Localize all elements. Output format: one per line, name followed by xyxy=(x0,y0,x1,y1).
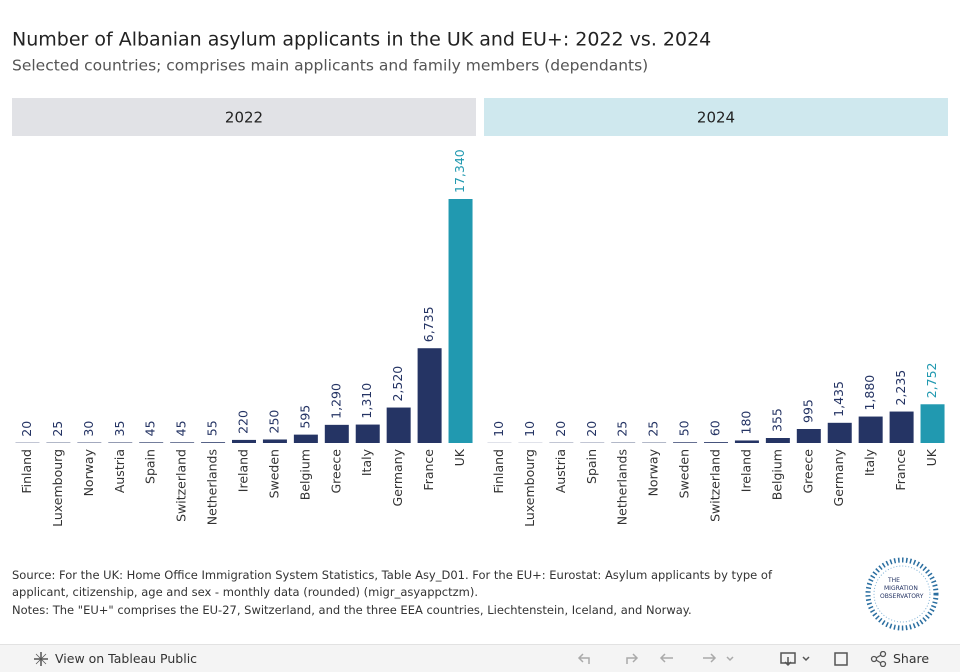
logo-text: OBSERVATORY xyxy=(880,593,924,600)
value-label: 355 xyxy=(769,408,784,432)
source: Source: For the UK: Home Office Immigrat… xyxy=(12,567,832,601)
notes: Notes: The "EU+" comprises the EU-27, Sw… xyxy=(12,602,832,619)
x-tick-label: Germany xyxy=(831,448,846,506)
value-label: 1,310 xyxy=(359,383,374,419)
value-label: 25 xyxy=(50,421,65,437)
bar xyxy=(263,439,287,443)
value-label: 30 xyxy=(81,421,96,437)
bar xyxy=(201,442,225,443)
value-label: 995 xyxy=(800,399,815,423)
x-tick-label: Ireland xyxy=(738,449,753,492)
value-label: 2,235 xyxy=(893,370,908,406)
x-tick-label: Greece xyxy=(328,449,343,494)
x-tick-label: Luxembourg xyxy=(50,449,65,527)
x-tick-label: Belgium xyxy=(297,449,312,500)
view-link[interactable]: View on Tableau Public xyxy=(55,651,197,666)
x-tick-label: Finland xyxy=(19,449,34,494)
value-label: 60 xyxy=(708,420,723,436)
value-label: 1,290 xyxy=(328,383,343,419)
x-tick-label: UK xyxy=(452,448,467,466)
share-icon[interactable] xyxy=(870,651,888,667)
toolbar: View on Tableau Public Share xyxy=(0,644,960,672)
value-label: 25 xyxy=(615,421,630,437)
value-label: 55 xyxy=(205,420,220,436)
x-tick-label: Italy xyxy=(862,448,877,476)
value-label: 10 xyxy=(522,421,537,437)
x-tick-label: Austria xyxy=(112,449,127,493)
bar xyxy=(890,412,914,443)
logo: THE MIGRATION OBSERVATORY xyxy=(860,554,946,634)
bar xyxy=(139,442,163,443)
bar xyxy=(735,440,759,443)
panel-title: 2022 xyxy=(225,109,263,127)
bar xyxy=(766,438,790,443)
x-tick-label: Switzerland xyxy=(708,449,723,522)
bar xyxy=(294,435,318,443)
bar xyxy=(859,417,883,443)
bar xyxy=(797,429,821,443)
x-tick-label: Netherlands xyxy=(615,449,630,525)
value-label: 20 xyxy=(19,421,34,437)
subtitle: Selected countries; comprises main appli… xyxy=(12,57,648,75)
bar xyxy=(170,442,194,443)
bar xyxy=(828,423,852,443)
x-tick-label: Greece xyxy=(800,449,815,494)
bar xyxy=(704,442,728,443)
value-label: 2,520 xyxy=(390,366,405,402)
x-tick-label: Ireland xyxy=(236,449,251,492)
value-label: 17,340 xyxy=(452,149,467,193)
bar xyxy=(325,425,349,443)
value-label: 45 xyxy=(143,420,158,436)
value-label: 45 xyxy=(174,420,189,436)
value-label: 220 xyxy=(236,410,251,434)
toolbar-icons xyxy=(575,649,865,669)
logo-text: THE xyxy=(887,577,900,584)
x-tick-label: Norway xyxy=(646,448,661,496)
x-tick-label: UK xyxy=(924,448,939,466)
value-label: 10 xyxy=(491,421,506,437)
value-label: 1,880 xyxy=(862,375,877,411)
value-label: 250 xyxy=(266,410,281,434)
x-tick-label: Spain xyxy=(143,449,158,484)
value-label: 20 xyxy=(553,421,568,437)
x-tick-label: Austria xyxy=(553,449,568,493)
bar xyxy=(921,404,945,443)
value-label: 6,735 xyxy=(421,306,436,342)
x-tick-label: France xyxy=(421,449,436,491)
title: Number of Albanian asylum applicants in … xyxy=(12,29,711,51)
x-tick-label: Spain xyxy=(584,449,599,484)
share-button[interactable]: Share xyxy=(893,651,929,666)
bar xyxy=(418,348,442,443)
bar xyxy=(387,408,411,443)
value-label: 25 xyxy=(646,421,661,437)
bar xyxy=(449,199,473,443)
value-label: 595 xyxy=(297,405,312,429)
bar xyxy=(232,440,256,443)
value-label: 50 xyxy=(677,420,692,436)
x-tick-label: Switzerland xyxy=(174,449,189,522)
x-tick-label: Belgium xyxy=(769,449,784,500)
value-label: 20 xyxy=(584,421,599,437)
x-tick-label: Norway xyxy=(81,448,96,496)
x-tick-label: Netherlands xyxy=(205,449,220,525)
x-tick-label: Italy xyxy=(359,448,374,476)
value-label: 1,435 xyxy=(831,381,846,417)
bar xyxy=(673,442,697,443)
value-label: 35 xyxy=(112,421,127,437)
chart-area: Number of Albanian asylum applicants in … xyxy=(0,0,960,560)
tableau-icon xyxy=(33,651,49,667)
value-label: 180 xyxy=(738,411,753,435)
x-tick-label: Sweden xyxy=(266,449,281,498)
logo-text: MIGRATION xyxy=(884,585,918,592)
bar xyxy=(356,425,380,443)
x-tick-label: Germany xyxy=(390,448,405,506)
x-tick-label: Sweden xyxy=(677,449,692,498)
panel-title: 2024 xyxy=(697,109,735,127)
x-tick-label: Finland xyxy=(491,449,506,494)
x-tick-label: France xyxy=(893,449,908,491)
value-label: 2,752 xyxy=(924,362,939,398)
x-tick-label: Luxembourg xyxy=(522,449,537,527)
